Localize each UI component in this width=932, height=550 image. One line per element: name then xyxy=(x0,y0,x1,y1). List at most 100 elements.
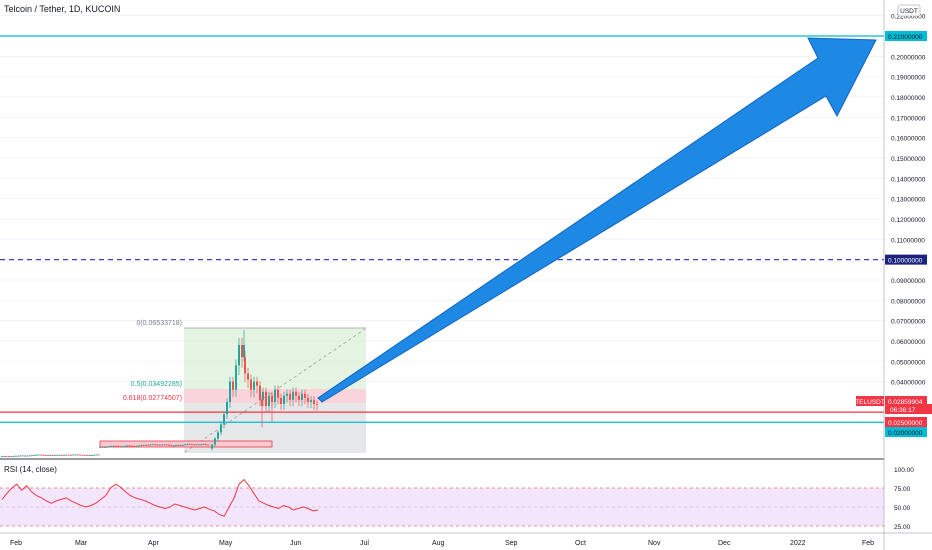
candle-body xyxy=(131,446,133,447)
target-tag: 0.21000000 xyxy=(888,34,923,41)
arrow-shape xyxy=(318,38,876,402)
candle-body xyxy=(220,424,222,432)
candle-body xyxy=(147,445,149,446)
rsi-axis-labels: 100.00 75.00 50.00 25.00 xyxy=(894,467,914,531)
time-label: Feb xyxy=(862,540,874,547)
price-label: 0.14000000 xyxy=(891,176,926,183)
candle-body xyxy=(15,456,17,457)
price-label: 0.17000000 xyxy=(891,115,926,122)
price-axis-labels: 0.22000000 0.20000000 0.19000000 0.18000000… xyxy=(891,14,926,387)
price-label: 0.09000000 xyxy=(891,278,926,285)
candle-body xyxy=(101,447,103,448)
candle-body xyxy=(22,456,24,457)
candle-body xyxy=(154,444,156,445)
candle-body xyxy=(98,455,100,456)
time-label: May xyxy=(219,540,233,547)
candle-body xyxy=(301,394,303,400)
candle-body xyxy=(180,445,182,446)
candle-body xyxy=(229,382,231,402)
candle-body xyxy=(205,444,207,445)
candle-body xyxy=(161,445,163,446)
price-label: 0.15000000 xyxy=(891,156,926,163)
currency-button[interactable]: USDT xyxy=(898,5,920,16)
candle-body xyxy=(26,456,28,457)
time-axis[interactable]: Feb Mar Apr May Jun Jul Aug Sep Oct Nov Dec 2022 Feb xyxy=(0,533,932,547)
candle-body xyxy=(40,455,42,456)
candle-body xyxy=(253,382,255,390)
candle-body xyxy=(166,445,168,446)
candle-body xyxy=(88,455,90,456)
candle-body xyxy=(31,455,33,456)
candle-body xyxy=(175,445,177,446)
horizontal-levels[interactable] xyxy=(0,36,884,422)
time-axis-labels: Feb Mar Apr May Jun Jul Aug Sep Oct Nov Dec 2022 Feb xyxy=(10,540,874,547)
candle-body xyxy=(86,455,88,456)
candle-body xyxy=(24,456,26,457)
candle-body xyxy=(286,394,288,396)
candle-body xyxy=(232,382,234,390)
candle-body xyxy=(38,455,40,456)
price-axis[interactable]: 0.22000000 0.20000000 0.19000000 0.18000000… xyxy=(855,0,932,550)
candle-body xyxy=(122,446,124,447)
candle-body xyxy=(238,345,240,365)
candle-body xyxy=(157,445,159,446)
candle-body xyxy=(217,432,219,438)
time-label: Sep xyxy=(505,540,518,547)
candle-body xyxy=(47,455,49,456)
candle-body xyxy=(211,445,213,449)
candle-body xyxy=(145,445,147,446)
price-label: 0.05000000 xyxy=(891,359,926,366)
candle-body xyxy=(127,445,129,446)
candle-body xyxy=(63,455,65,456)
candle-body xyxy=(140,445,142,446)
candle-body xyxy=(189,444,191,445)
candle-body xyxy=(152,444,154,445)
rsi-axis-label: 100.00 xyxy=(894,467,914,474)
candle-body xyxy=(33,455,35,456)
candle-body xyxy=(77,455,79,456)
candle-body xyxy=(173,446,175,447)
candle-body xyxy=(52,455,54,456)
candle-body xyxy=(261,400,263,406)
candle-body xyxy=(117,446,119,447)
candle-body xyxy=(49,455,51,456)
candle-body xyxy=(277,390,279,398)
candle-body xyxy=(104,447,106,448)
candle-body xyxy=(54,455,56,456)
rsi-label: RSI (14, close) xyxy=(4,465,57,474)
price-label: 0.04000000 xyxy=(891,380,926,387)
candle-body xyxy=(304,394,306,398)
time-label: 2022 xyxy=(790,540,806,547)
target-arrow[interactable] xyxy=(318,38,876,402)
rsi-pane[interactable]: RSI (14, close) xyxy=(0,465,884,526)
candle-body xyxy=(198,444,200,445)
candle-body xyxy=(196,444,198,445)
price-label: 0.16000000 xyxy=(891,136,926,143)
candle-body xyxy=(186,444,188,445)
time-label: Mar xyxy=(75,540,88,547)
candle-body xyxy=(298,396,300,400)
fibonacci-retracement[interactable]: 0(0.06533718) 0.5(0.03492285) 0.618(0.02… xyxy=(123,320,366,453)
time-label: Apr xyxy=(148,540,160,547)
candle-body xyxy=(70,455,72,456)
candle-body xyxy=(247,373,249,379)
candle-body xyxy=(268,396,270,406)
candle-body xyxy=(108,446,110,447)
candle-body xyxy=(223,414,225,424)
symbol-title: Telcoin / Tether, 1D, KUCOIN xyxy=(4,4,120,14)
candle-body xyxy=(10,456,12,457)
candle-body xyxy=(316,404,318,405)
price-label: 0.13000000 xyxy=(891,197,926,204)
candle-body xyxy=(177,445,179,446)
candle-body xyxy=(289,394,291,400)
candle-body xyxy=(1,456,3,457)
candle-body xyxy=(191,444,193,445)
candle-body xyxy=(99,447,101,448)
candle-body xyxy=(274,390,276,402)
candle-body xyxy=(19,456,21,457)
price-label: 0.08000000 xyxy=(891,298,926,305)
candle-body xyxy=(168,445,170,446)
candle-body xyxy=(214,439,216,445)
rsi-axis-label: 25.00 xyxy=(894,524,911,531)
